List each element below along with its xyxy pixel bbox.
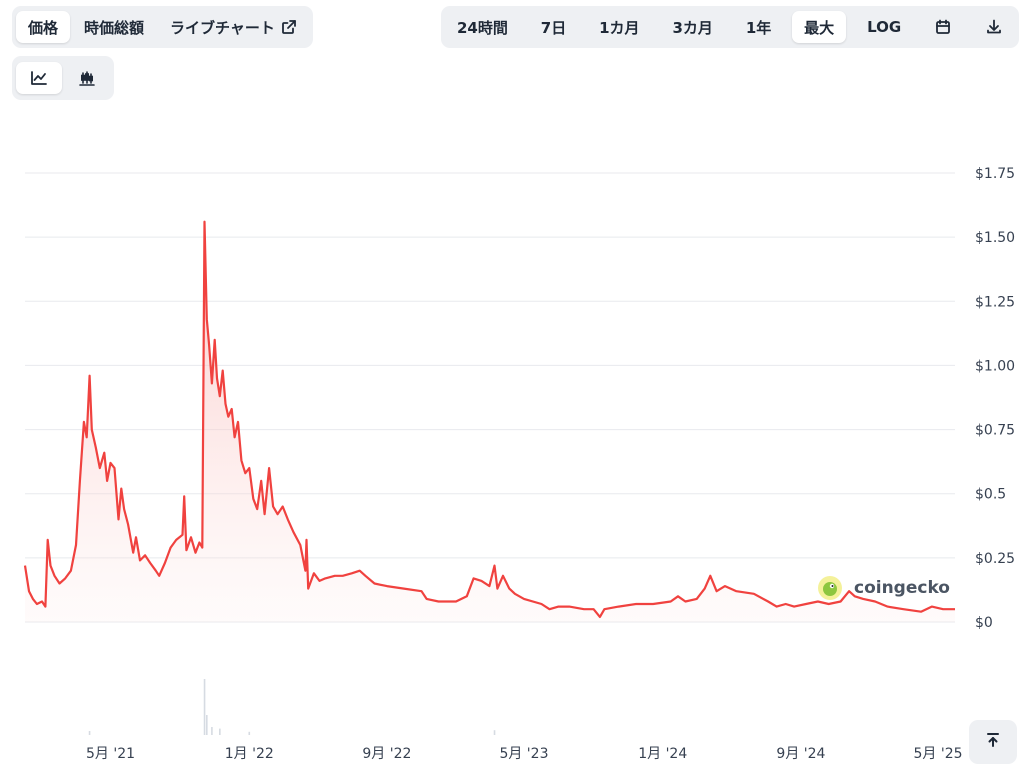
price-chart: $0 $0.25 $0.5 $0.75 $1.00 $1.25 $1.50 $1.75 5月 … [23,166,1015,762]
calendar-icon[interactable] [922,11,964,43]
log-scale-toggle[interactable]: LOG [867,18,902,36]
x-tick-label: 5月 '21 [86,746,135,762]
volume-bar [493,730,496,735]
external-link-icon [281,19,297,35]
y-tick-label: $0.25 [975,551,1015,567]
y-tick-label: $0.5 [975,487,1006,503]
candlestick-chart-icon[interactable] [64,62,110,94]
range-7d[interactable]: 7日 [540,18,567,37]
volume-bar [211,727,213,735]
coingecko-watermark: coingecko [818,576,950,600]
tab-market-cap[interactable]: 時価総額 [84,18,145,37]
range-max[interactable]: 最大 [792,11,847,43]
tab-live-chart-label: ライブチャート [170,18,275,37]
y-tick-label: $1.50 [975,230,1015,246]
y-tick-label: $1.00 [975,358,1015,374]
volume-bar [248,731,251,735]
chart-type-toggle [12,56,114,100]
scroll-to-top-button[interactable] [969,720,1017,764]
y-tick-label: $1.75 [975,166,1015,182]
x-tick-label: 1月 '24 [638,746,687,762]
x-tick-label: 5月 '23 [499,746,548,762]
volume-bar [88,731,91,735]
price-line [23,220,955,618]
grid-lines [25,172,955,623]
volume-bar [203,679,206,735]
y-axis-labels: $0 $0.25 $0.5 $0.75 $1.00 $1.25 $1.50 $1.75 [975,166,1015,631]
range-tabs: 24時間 7日 1カ月 3カ月 1年 最大 LOG [441,6,1019,48]
x-tick-label: 9月 '24 [776,746,825,762]
watermark-text: coingecko [854,578,950,598]
y-tick-label: $1.25 [975,294,1015,310]
y-tick-label: $0.75 [975,423,1015,439]
download-icon[interactable] [973,11,1015,43]
arrow-up-to-top-icon [984,731,1002,753]
y-tick-label: $0 [975,615,993,631]
range-1m[interactable]: 1カ月 [599,18,640,37]
x-tick-label: 9月 '22 [362,746,411,762]
volume-bars [88,679,496,735]
volume-bar [219,728,221,735]
x-axis-labels: 5月 '21 1月 '22 9月 '22 5月 '23 1月 '24 9月 '24 5月 '… [86,746,963,762]
volume-bar [206,715,208,735]
line-chart-icon[interactable] [16,62,62,94]
x-tick-label: 1月 '22 [225,746,274,762]
x-tick-label: 5月 '25 [913,746,962,762]
range-1y[interactable]: 1年 [745,18,772,37]
tab-price[interactable]: 価格 [16,11,71,43]
tab-live-chart[interactable]: ライブチャート [158,11,309,43]
price-area [25,221,955,622]
range-24h[interactable]: 24時間 [457,18,508,37]
range-3m[interactable]: 3カ月 [672,18,713,37]
metric-tabs: 価格 時価総額 ライブチャート [12,6,313,48]
